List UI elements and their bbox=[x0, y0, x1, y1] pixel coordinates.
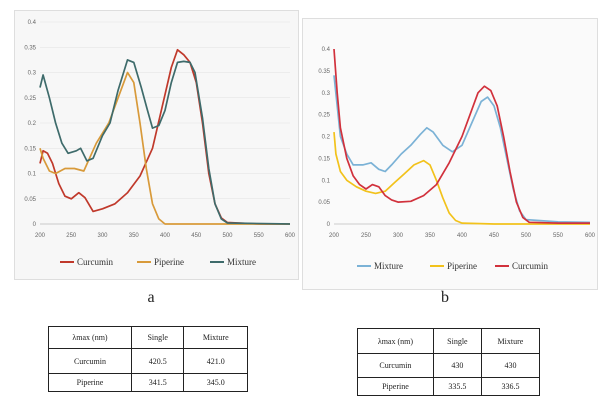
chart-b-x-tick-label: 350 bbox=[425, 233, 436, 239]
chart-a-x-tick-label: 600 bbox=[285, 233, 296, 239]
table-a-row: Piperine 341.5 345.0 bbox=[48, 373, 248, 392]
chart-b-x-tick-label: 300 bbox=[393, 233, 404, 239]
chart-a-y-tick-label: 0 bbox=[33, 222, 37, 228]
chart-a-y-tick-label: 0.4 bbox=[28, 20, 37, 26]
chart-b-y-tick-label: 0.2 bbox=[322, 135, 331, 141]
table-b-header-row: λmax (nm) Single Mixture bbox=[357, 328, 541, 354]
table-b-cell: 335.5 bbox=[432, 377, 482, 396]
chart-a-legend-label: Curcumin bbox=[77, 257, 113, 267]
chart-b-x-tick-label: 500 bbox=[521, 233, 532, 239]
chart-b-x-tick-label: 450 bbox=[489, 233, 500, 239]
chart-a-y-tick-label: 0.15 bbox=[24, 146, 36, 152]
chart-b-series-piperine bbox=[333, 132, 590, 225]
table-b-header-cell: λmax (nm) bbox=[357, 328, 434, 354]
chart-b-series-mixture bbox=[333, 75, 591, 224]
chart-a-x-tick-label: 250 bbox=[66, 233, 77, 239]
chart-a-series-piperine bbox=[39, 71, 290, 225]
table-b-cell: 430 bbox=[432, 353, 482, 378]
table-a-cell: 421.0 bbox=[183, 348, 248, 374]
chart-a-x-tick-label: 450 bbox=[191, 233, 202, 239]
table-a-header-cell: Single bbox=[130, 326, 185, 349]
chart-b-y-tick-label: 0.4 bbox=[322, 47, 331, 53]
chart-b-y-tick-label: 0.1 bbox=[322, 178, 331, 184]
chart-a-y-tick-label: 0.35 bbox=[24, 45, 36, 51]
chart-b-x-tick-label: 550 bbox=[553, 233, 564, 239]
chart-b-legend-label: Curcumin bbox=[512, 261, 548, 271]
panel-label-b: b bbox=[441, 289, 449, 306]
chart-b-x-tick-label: 200 bbox=[329, 233, 340, 239]
chart-b-y-tick-label: 0.15 bbox=[318, 156, 330, 162]
table-b-row: Curcumin 430 430 bbox=[357, 353, 541, 378]
table-a: λmax (nm) Single Mixture Curcumin 420.5 … bbox=[48, 326, 248, 392]
chart-b-y-tick-label: 0.3 bbox=[322, 91, 331, 97]
chart-a-x-tick-label: 500 bbox=[222, 233, 233, 239]
chart-b-x-tick-label: 400 bbox=[457, 233, 468, 239]
table-b: λmax (nm) Single Mixture Curcumin 430 43… bbox=[357, 328, 541, 396]
chart-b-legend-label: Mixture bbox=[374, 261, 403, 271]
chart-a-y-tick-label: 0.3 bbox=[28, 71, 37, 77]
chart-a-x-tick-label: 350 bbox=[129, 233, 140, 239]
table-b-cell: Curcumin bbox=[357, 353, 434, 378]
chart-a-y-tick-label: 0.1 bbox=[28, 172, 37, 178]
chart-b-series-curcumin bbox=[333, 48, 590, 224]
chart-a-y-tick-label: 0.05 bbox=[24, 197, 36, 203]
table-a-row: Curcumin 420.5 421.0 bbox=[48, 348, 248, 374]
table-b-cell: 336.5 bbox=[480, 377, 541, 396]
chart-b-legend-label: Piperine bbox=[447, 261, 477, 271]
table-a-header-row: λmax (nm) Single Mixture bbox=[48, 326, 248, 349]
chart-b-frame bbox=[302, 18, 598, 290]
chart-a-x-tick-label: 300 bbox=[97, 233, 108, 239]
chart-b-y-tick-label: 0.25 bbox=[318, 113, 330, 119]
table-a-cell: 420.5 bbox=[130, 348, 185, 374]
table-a-header-cell: Mixture bbox=[183, 326, 248, 349]
chart-a-legend-label: Mixture bbox=[227, 257, 256, 267]
chart-a-y-tick-label: 0.2 bbox=[28, 121, 37, 127]
chart-a-x-tick-label: 400 bbox=[160, 233, 171, 239]
chart-a-x-tick-label: 200 bbox=[35, 233, 46, 239]
panel-label-a: a bbox=[147, 289, 155, 306]
chart-b-x-tick-label: 250 bbox=[361, 233, 372, 239]
chart-b-y-tick-label: 0 bbox=[327, 222, 331, 228]
chart-a-legend-label: Piperine bbox=[154, 257, 184, 267]
chart-b-y-tick-label: 0.35 bbox=[318, 69, 330, 75]
table-a-cell: Piperine bbox=[48, 373, 132, 392]
table-b-cell: Piperine bbox=[357, 377, 434, 396]
chart-a-y-tick-label: 0.25 bbox=[24, 96, 36, 102]
table-a-cell: Curcumin bbox=[48, 348, 132, 374]
table-b-header-cell: Mixture bbox=[480, 328, 541, 354]
table-a-cell: 345.0 bbox=[183, 373, 248, 392]
chart-b-x-tick-label: 600 bbox=[585, 233, 596, 239]
chart-a-frame bbox=[14, 10, 299, 280]
table-a-cell: 341.5 bbox=[130, 373, 185, 392]
chart-b-y-tick-label: 0.05 bbox=[318, 200, 330, 206]
table-a-header-cell: λmax (nm) bbox=[48, 326, 132, 349]
chart-a-x-tick-label: 550 bbox=[254, 233, 265, 239]
chart-a-series-mixture bbox=[39, 59, 291, 225]
table-b-cell: 430 bbox=[480, 353, 541, 378]
table-b-row: Piperine 335.5 336.5 bbox=[357, 377, 541, 396]
table-b-header-cell: Single bbox=[432, 328, 482, 354]
